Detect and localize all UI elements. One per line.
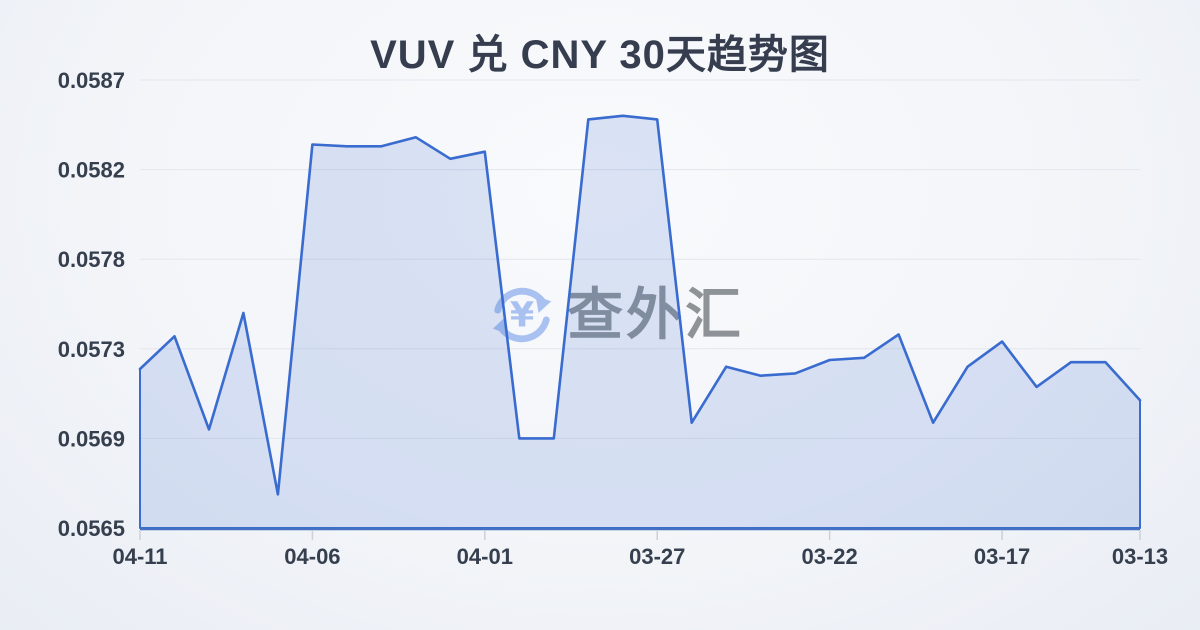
trend-line xyxy=(138,114,1142,496)
x-axis-tick-label: 03-27 xyxy=(629,544,685,569)
chart-title: VUV 兑 CNY 30天趋势图 xyxy=(370,33,830,77)
area-fill xyxy=(139,114,1141,529)
y-axis-tick-label: 0.0582 xyxy=(58,158,125,183)
y-axis-tick-label: 0.0573 xyxy=(58,337,125,362)
svg-text:¥: ¥ xyxy=(510,296,534,336)
x-axis-tick-label: 04-01 xyxy=(457,544,513,569)
y-axis-tick-label: 0.0565 xyxy=(58,516,125,541)
y-axis-tick-label: 0.0569 xyxy=(58,426,125,451)
y-axis-tick-label: 0.0587 xyxy=(58,68,125,93)
currency-exchange-yen-icon: ¥ xyxy=(492,287,552,343)
x-axis-tick-label: 03-17 xyxy=(974,544,1030,569)
x-axis-tick-label: 04-11 xyxy=(112,544,167,569)
y-axis-tick-label: 0.0578 xyxy=(58,247,125,272)
x-axis-tick-label: 04-06 xyxy=(284,544,340,569)
watermark-text: 查外汇 xyxy=(567,283,744,346)
x-axis-tick-label: 03-13 xyxy=(1112,544,1168,569)
watermark: ¥ 查外汇 xyxy=(487,279,744,351)
x-axis-tick-label: 03-22 xyxy=(802,544,858,569)
